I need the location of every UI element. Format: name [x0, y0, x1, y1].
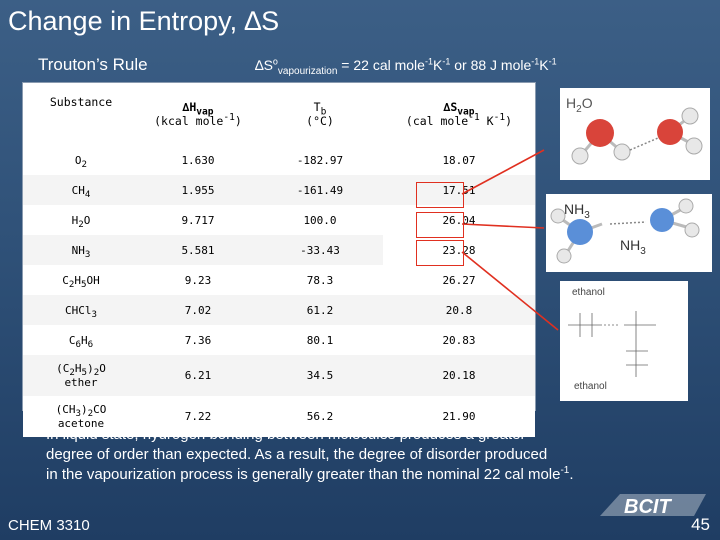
table-row: NH3 5.581 -33.43 23.28: [23, 235, 535, 265]
svg-text:BCIT: BCIT: [624, 496, 672, 518]
tb-cell: 80.1: [257, 325, 383, 355]
table-row: (C2H5)2O ether 6.21 34.5 20.18: [23, 355, 535, 396]
hvap-cell: 7.02: [139, 295, 257, 325]
svg-text:ethanol: ethanol: [572, 287, 605, 298]
table-row: O2 1.630 -182.97 18.07: [23, 145, 535, 175]
tb-cell: -33.43: [257, 235, 383, 265]
substance-cell: H2O: [23, 205, 139, 235]
header-substance: Substance: [49, 95, 113, 109]
explanation-text: In liquid state, hydrogen bonding betwee…: [46, 426, 574, 483]
tb-cell: 78.3: [257, 265, 383, 295]
svap-cell: 20.83: [383, 325, 535, 355]
substance-cell: (C2H5)2O ether: [23, 355, 139, 396]
table-row: CH4 1.955 -161.49 17.51: [23, 175, 535, 205]
hvap-cell: 9.23: [139, 265, 257, 295]
hvap-cell: 1.955: [139, 175, 257, 205]
header-hvap: ∆Hvap (kcal mole-1): [154, 100, 242, 128]
hvap-cell: 1.630: [139, 145, 257, 175]
svg-text:ethanol: ethanol: [574, 381, 607, 392]
substance-cell: O2: [23, 145, 139, 175]
table-row: C2H5OH 9.23 78.3 26.27: [23, 265, 535, 295]
water-molecule-image: H2O: [560, 88, 710, 180]
tb-cell: 100.0: [257, 205, 383, 235]
substance-cell: NH3: [23, 235, 139, 265]
hvap-cell: 6.21: [139, 355, 257, 396]
ammonia-molecule-image: NH3 NH3: [546, 194, 712, 272]
tb-cell: 34.5: [257, 355, 383, 396]
substance-cell: CH4: [23, 175, 139, 205]
svg-text:NH3: NH3: [620, 237, 646, 257]
svap-cell: 21.90: [383, 396, 535, 437]
entropy-table: Substance ∆Hvap (kcal mole-1) Tb (°C) ∆S…: [22, 82, 536, 437]
tb-cell: -182.97: [257, 145, 383, 175]
hvap-cell: 5.581: [139, 235, 257, 265]
hvap-cell: 9.717: [139, 205, 257, 235]
svg-text:NH3: NH3: [564, 201, 590, 221]
ammonia-molecule-icon: NH3 NH3: [550, 198, 700, 264]
substance-cell: (CH3)2CO acetone: [23, 396, 139, 437]
ethanol-structure-image: ethanol ethanol: [560, 281, 688, 401]
tb-cell: 61.2: [257, 295, 383, 325]
header-tb: Tb (°C): [306, 100, 334, 128]
substance-cell: C6H6: [23, 325, 139, 355]
hvap-cell: 7.36: [139, 325, 257, 355]
header-svap: ∆Svap (cal mole-1 K-1): [405, 100, 513, 128]
svap-cell: 18.07: [383, 145, 535, 175]
svap-cell: 26.27: [383, 265, 535, 295]
water-molecule-icon: H2O: [566, 95, 703, 165]
ethanol-structure-icon: ethanol ethanol: [568, 287, 656, 392]
tb-cell: 56.2: [257, 396, 383, 437]
svg-text:H2O: H2O: [566, 95, 593, 115]
table-row: CHCl3 7.02 61.2 20.8: [23, 295, 535, 325]
table-row: H2O 9.717 100.0 26.04: [23, 205, 535, 235]
substance-cell: C2H5OH: [23, 265, 139, 295]
svap-cell: 20.18: [383, 355, 535, 396]
svap-cell: 17.51: [383, 175, 535, 205]
slide-title: Change in Entropy, ∆S: [8, 6, 280, 36]
substance-cell: CHCl3: [23, 295, 139, 325]
page-number: 45: [691, 515, 710, 534]
svap-cell: 26.04: [383, 205, 535, 235]
svap-cell: 20.8: [383, 295, 535, 325]
bcit-logo-icon: BCIT: [600, 494, 706, 518]
hvap-cell: 7.22: [139, 396, 257, 437]
course-code: CHEM 3310: [8, 517, 90, 534]
table-row: (CH3)2CO acetone 7.22 56.2 21.90: [23, 396, 535, 437]
rule-heading: Trouton’s Rule: [38, 55, 148, 74]
table-header-row: Substance ∆Hvap (kcal mole-1) Tb (°C) ∆S…: [23, 83, 535, 145]
tb-cell: -161.49: [257, 175, 383, 205]
table-row: C6H6 7.36 80.1 20.83: [23, 325, 535, 355]
trouton-formula: ∆Sovapourization = 22 cal mole-1K-1 or 8…: [255, 56, 557, 77]
